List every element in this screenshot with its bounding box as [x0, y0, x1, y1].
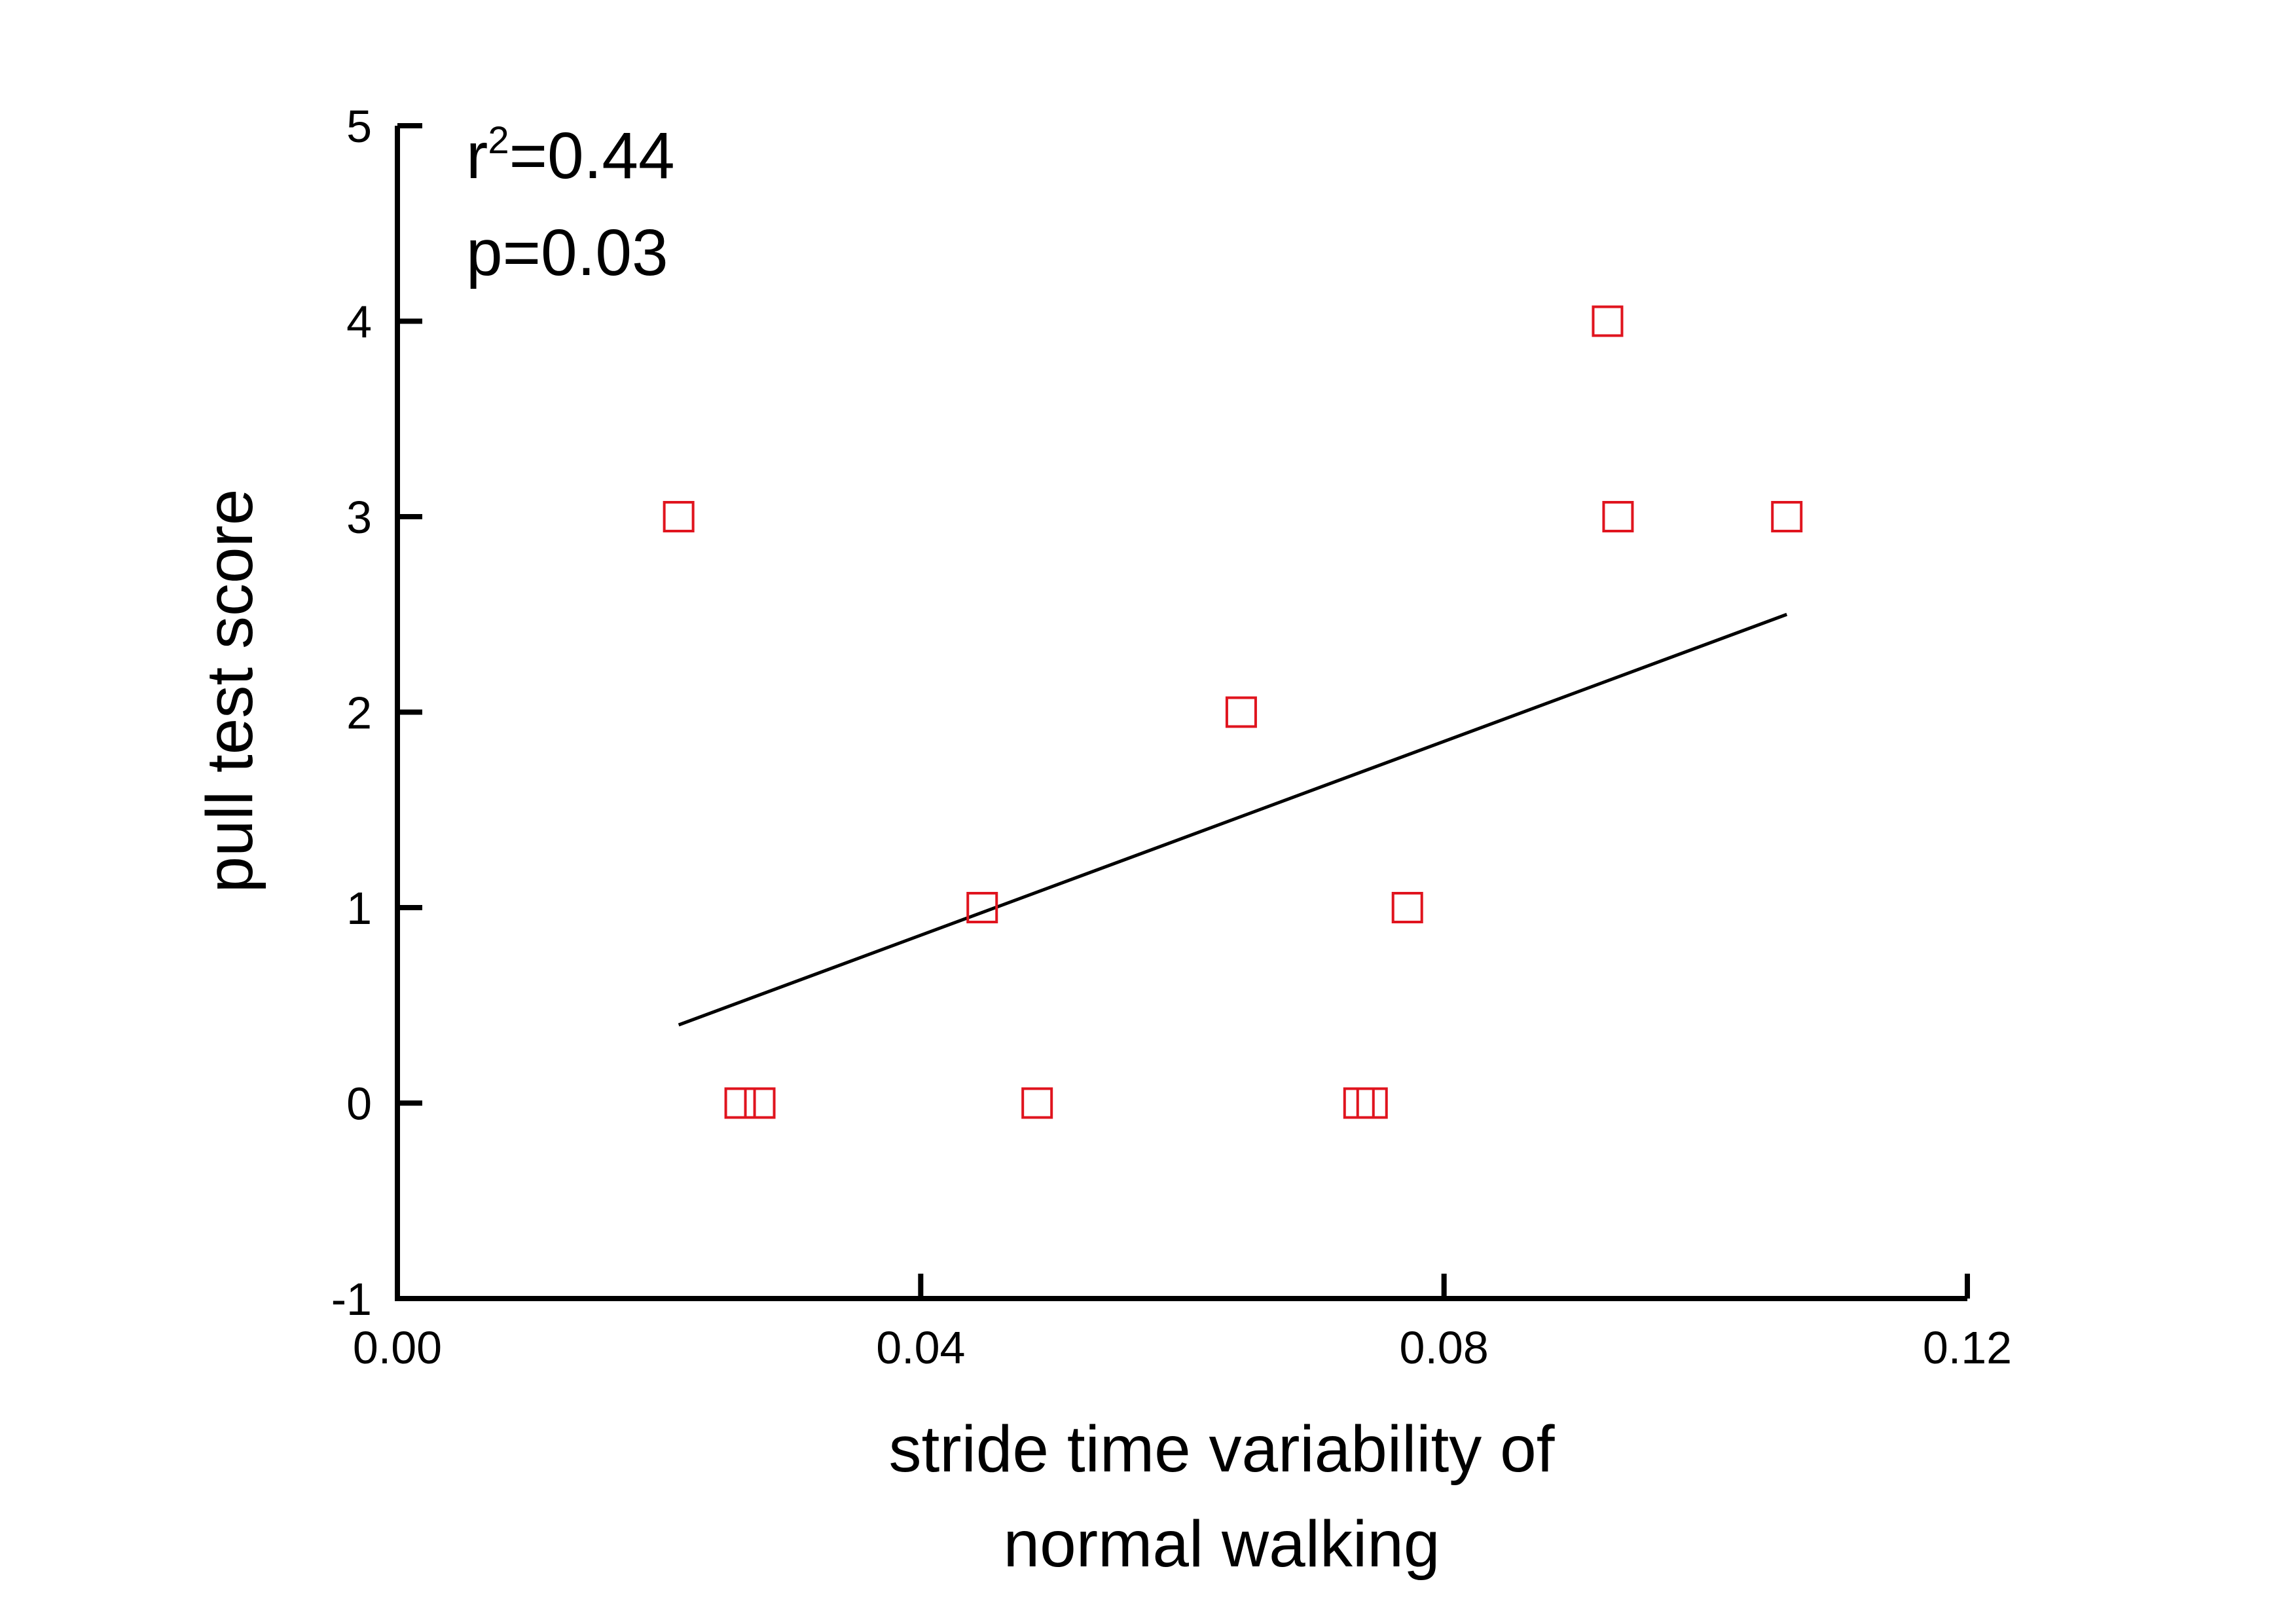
- y-tick-label: 0: [346, 1079, 372, 1130]
- x-tick-label: 0.00: [353, 1322, 442, 1373]
- x-axis-title-line-1: stride time variability of: [889, 1412, 1555, 1486]
- data-point: [1343, 1087, 1375, 1119]
- data-point: [744, 1087, 776, 1119]
- x-tick-label: 0.08: [1400, 1322, 1489, 1373]
- x-tick-label: 0.12: [1923, 1322, 2012, 1373]
- y-tick-label: -1: [331, 1274, 372, 1325]
- r-squared-annotation: r2=0.44: [466, 119, 675, 193]
- regression-line: [678, 612, 1788, 1027]
- y-tick-label: 1: [346, 883, 372, 934]
- x-tick-label: 0.04: [876, 1322, 965, 1373]
- data-point: [1356, 1087, 1388, 1119]
- data-point: [663, 501, 695, 532]
- tick-labels: 0.00 0.04 0.08 0.12 -1 0 1 2 3 4 5: [331, 101, 2012, 1373]
- data-point: [1391, 892, 1423, 923]
- data-point: [1771, 501, 1803, 532]
- data-points: [663, 305, 1803, 1119]
- data-point: [966, 892, 998, 923]
- data-point: [1592, 305, 1624, 337]
- x-axis-title-line-2: normal walking: [1004, 1507, 1440, 1581]
- r-symbol: r: [466, 119, 488, 193]
- y-axis-title: pull test score: [193, 489, 266, 893]
- data-point: [1602, 501, 1634, 532]
- p-value-annotation: p=0.03: [466, 216, 668, 289]
- y-tick-label: 5: [346, 101, 372, 152]
- r-superscript: 2: [488, 119, 509, 162]
- data-point: [1021, 1087, 1053, 1119]
- r-squared-value: =0.44: [509, 119, 675, 193]
- y-tick-label: 2: [346, 688, 372, 739]
- annotation: r2=0.44 p=0.03: [466, 119, 675, 289]
- ticks: [397, 123, 1970, 1299]
- y-tick-label: 3: [346, 492, 372, 543]
- data-point: [724, 1087, 756, 1119]
- axes: [395, 126, 1967, 1301]
- data-point: [1225, 696, 1257, 728]
- fit-line-group: [678, 612, 1788, 1027]
- y-tick-label: 4: [346, 297, 372, 348]
